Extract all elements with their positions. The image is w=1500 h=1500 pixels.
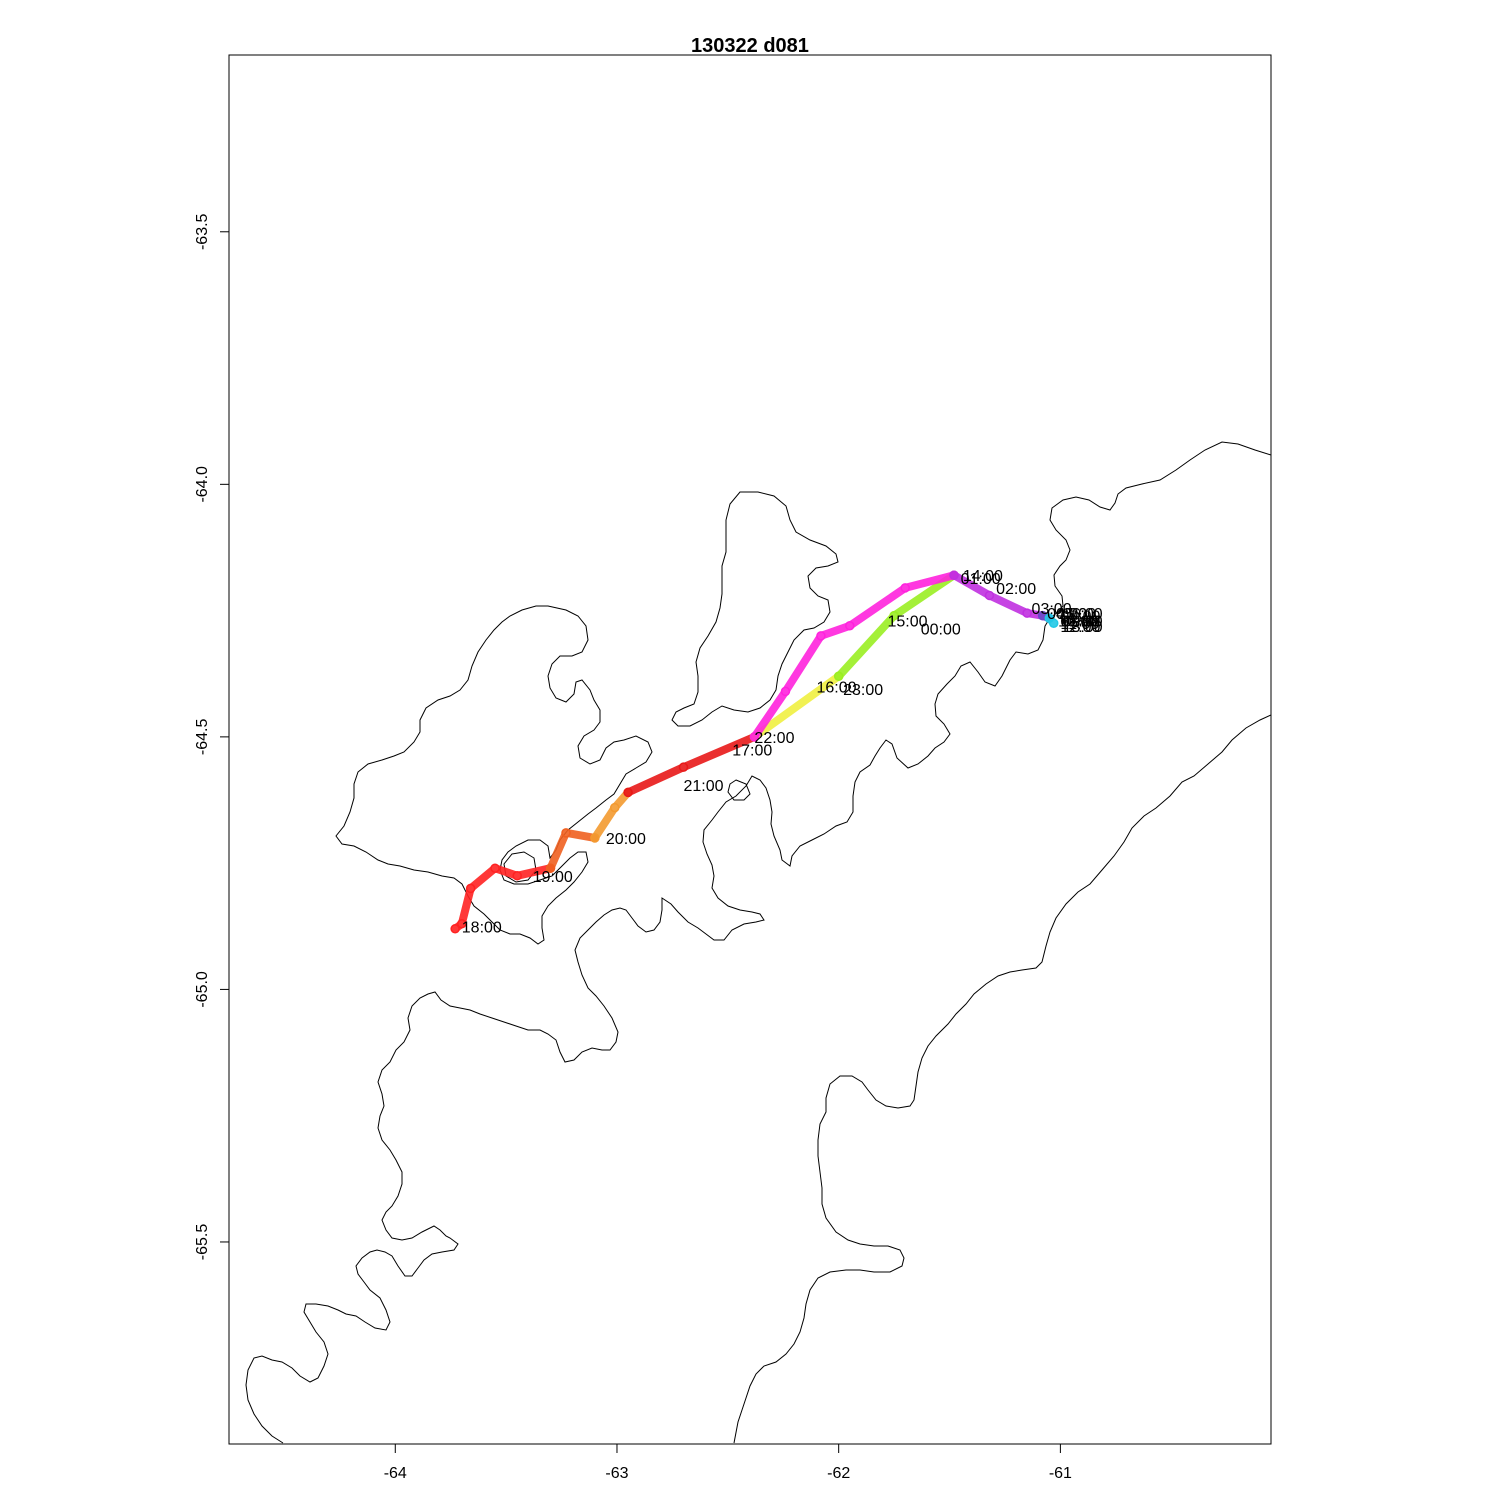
track-point [465,883,476,894]
track-point [900,583,910,593]
track-point [816,631,826,641]
time-label: 06:00 [1063,606,1103,623]
track-point [450,924,460,934]
y-tick-label: -65.0 [194,971,211,1008]
x-tick-label: -64 [384,1465,407,1482]
time-label: 20:00 [606,831,646,848]
track-segment [590,788,633,842]
time-label: 11:00 [1060,616,1099,633]
time-label: 05:00 [1056,606,1096,623]
y-tick-label: -64.5 [194,719,211,756]
time-label: 13:00 [1063,619,1103,636]
axes: -64 -63 -62 -61 -63.5 -64.0 -64.5 -65.0 -65.5 [194,213,1072,1482]
track-point [780,686,791,697]
track-point [833,671,844,682]
track-point [490,863,500,873]
track-segment [1045,614,1058,628]
track-point [949,570,959,580]
track-point [1048,618,1059,628]
time-label: 18:00 [462,919,502,936]
track-segment [834,571,958,681]
time-label: 09:00 [1063,614,1103,631]
y-tick-label: -64.0 [194,466,211,503]
time-label: 15:00 [887,614,927,631]
time-label: 14:00 [963,568,1003,585]
track-segment [546,828,599,873]
time-label: 02:00 [996,581,1036,598]
track-point [512,871,522,881]
time-label: 21:00 [683,778,723,795]
time-label: 23:00 [843,682,883,699]
track-point [561,828,571,838]
time-label: 03:00 [1032,601,1072,618]
track-point [457,919,467,929]
time-label: 17:00 [732,743,772,760]
time-label: 19:00 [533,869,573,886]
track-segment [624,732,759,797]
coastline [245,441,1272,1444]
track-point [590,833,600,843]
track-segment [750,571,958,741]
time-label: 08:00 [1060,614,1100,631]
track-segment [750,672,843,741]
coastline-southeast [733,714,1272,1444]
time-label: 00:00 [921,621,961,638]
chart-title: 130322 d081 [691,35,809,57]
time-label: 01:00 [961,571,1001,588]
y-tick-label: -63.5 [194,213,211,250]
time-label: 07:00 [1060,609,1100,626]
time-label: 12:00 [1060,619,1100,636]
y-tick-label: -65.5 [194,1224,211,1261]
coastline-island-small [727,779,751,801]
track-point [984,590,995,601]
track-point [845,621,855,631]
track-series [450,570,1059,934]
track-point [1022,608,1032,618]
track-segment [451,864,555,933]
x-tick-label: -62 [827,1465,850,1482]
track-point [610,802,620,813]
time-label: 04:00 [1047,606,1087,623]
x-tick-label: -61 [1049,1465,1072,1482]
coastline-island-north [671,491,839,727]
time-label: 10:00 [1058,614,1098,631]
time-label: 16:00 [817,679,857,696]
plot-frame [228,54,1272,1445]
track-point [545,863,556,873]
track-segment [950,571,1047,620]
coastline-northeast [245,441,1272,1444]
coastline-island-west [335,605,653,945]
track-point [678,762,689,772]
track-point [749,732,760,742]
time-label: 22:00 [754,730,794,747]
track-point [623,787,633,798]
track-point [889,610,899,621]
x-tick-label: -63 [605,1465,628,1482]
